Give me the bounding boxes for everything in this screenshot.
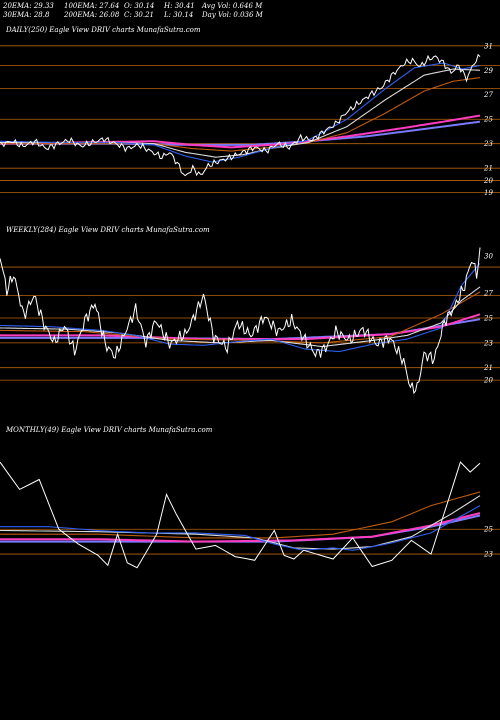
stat-avg-vol: Avg Vol: 0.646 M: [202, 2, 263, 10]
y-tick-label: 25: [483, 315, 493, 323]
daily-chart: 31 29 27 25 23 21 20 19: [0, 42, 500, 197]
monthly-chart-title: MONTHLY(49) Eagle View DRIV charts Munaf…: [6, 426, 213, 434]
ema200-line: [0, 120, 481, 146]
stat-ema200: 200EMA: 26.08: [64, 11, 120, 19]
daily-chart-title: DAILY(250) Eagle View DRIV charts Munafa…: [6, 26, 201, 34]
y-tick-label: 27: [483, 91, 493, 99]
ema20-line: [0, 262, 481, 353]
price-line: [0, 461, 481, 569]
weekly-chart: 30 27 25 23 21 20: [0, 247, 500, 395]
y-tick-label: 19: [484, 189, 493, 197]
price-line: [0, 247, 481, 395]
stat-ema100: 100EMA: 27.64: [64, 2, 120, 10]
ema20-line: [0, 62, 481, 163]
y-tick-label: 23: [483, 140, 493, 148]
y-tick-label: 29: [483, 67, 493, 75]
stat-ema30: 30EMA: 28.8: [3, 11, 50, 19]
y-tick-label: 21: [483, 364, 493, 372]
stat-ema20: 20EMA: 29.33: [3, 2, 54, 10]
y-tick-label: 20: [483, 177, 493, 185]
ema20-line: [0, 505, 481, 551]
ema50-line: [0, 491, 481, 539]
y-tick-label: 30: [484, 252, 493, 260]
ema50-line: [0, 291, 481, 344]
stat-day-vol: Day Vol: 0.036 M: [202, 11, 263, 19]
y-tick-label: 23: [483, 339, 493, 347]
y-tick-label: 25: [483, 526, 493, 534]
y-tick-label: 23: [483, 551, 493, 559]
y-tick-label: 25: [483, 116, 493, 124]
price-line: [0, 53, 481, 177]
stat-high: H: 30.41: [164, 2, 195, 10]
ema30-line: [0, 495, 481, 550]
y-tick-label: 27: [483, 290, 493, 298]
y-tick-label: 20: [483, 377, 493, 385]
monthly-chart: 25 23: [0, 461, 500, 569]
stat-low: L: 30.14: [164, 11, 194, 19]
stat-close: C: 30.21: [124, 11, 154, 19]
stat-open: O: 30.14: [124, 2, 155, 10]
ema100-line: [0, 512, 481, 543]
y-tick-label: 21: [483, 165, 493, 173]
ema50-line: [0, 77, 481, 152]
weekly-chart-title: WEEKLY(284) Eagle View DRIV charts Munaf…: [6, 226, 210, 234]
y-tick-label: 31: [484, 42, 493, 50]
